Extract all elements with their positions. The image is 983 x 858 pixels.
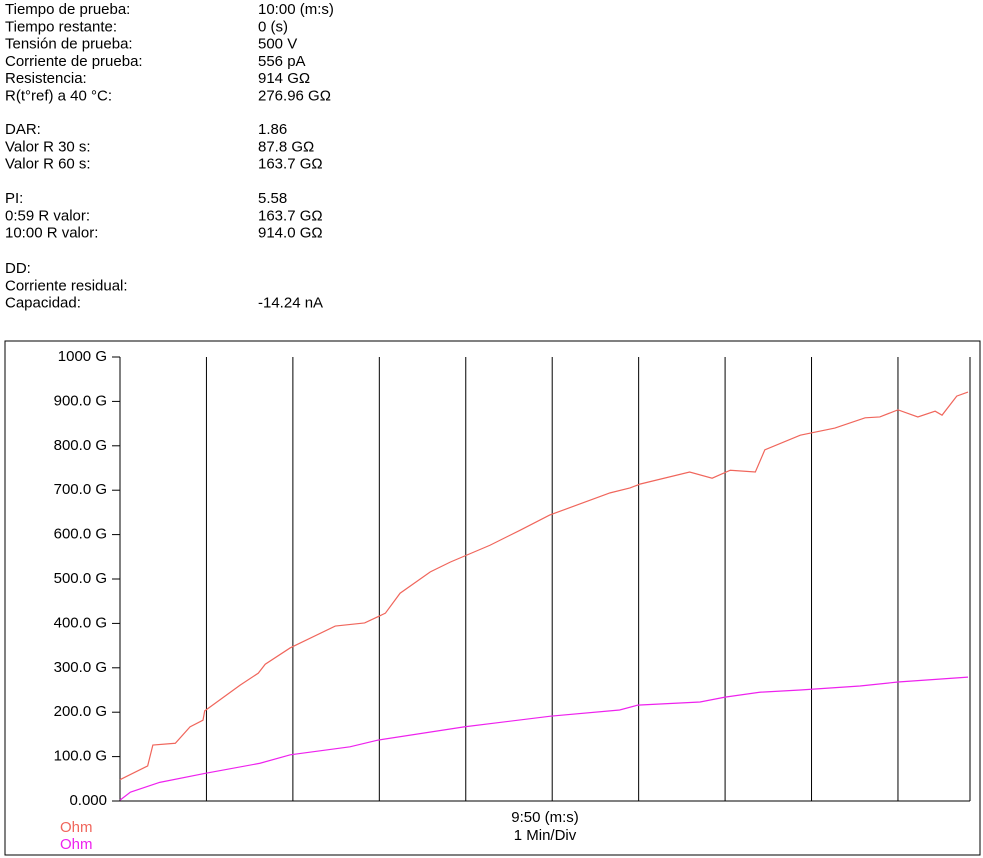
info-value: 163.7 GΩ [258, 156, 323, 173]
series-line [119, 391, 969, 781]
info-label: 10:00 R valor: [5, 225, 98, 242]
info-label: Capacidad: [5, 295, 81, 312]
info-value: 556 pA [258, 53, 306, 70]
chart-frame [4, 340, 981, 856]
info-value: 163.7 GΩ [258, 207, 323, 224]
x-axis-label: 9:50 (m:s) [511, 809, 579, 826]
info-value: 1.86 [258, 121, 287, 138]
info-label: 0:59 R valor: [5, 207, 90, 224]
info-label: Resistencia: [5, 70, 87, 87]
legend-entry: Ohm [60, 836, 93, 853]
info-label: Tiempo de prueba: [5, 1, 130, 18]
info-label: DD: [5, 260, 31, 277]
y-tick-label: 100.0 G [54, 748, 107, 765]
y-tick-label: 900.0 G [54, 392, 107, 409]
info-value: 914 GΩ [258, 70, 310, 87]
y-tick-label: 500.0 G [54, 570, 107, 587]
info-value: 10:00 (m:s) [258, 1, 334, 18]
info-label: R(t°ref) a 40 °C: [5, 87, 112, 104]
info-value: 500 V [258, 36, 297, 53]
info-label: Valor R 30 s: [5, 138, 91, 155]
legend-entry: Ohm [60, 819, 93, 836]
y-tick-label: 400.0 G [54, 614, 107, 631]
info-value: 276.96 GΩ [258, 87, 331, 104]
y-tick-label: 800.0 G [54, 437, 107, 454]
y-tick-label: 200.0 G [54, 703, 107, 720]
series-line [119, 676, 969, 801]
info-label: Tiempo restante: [5, 18, 117, 35]
info-value: 914.0 GΩ [258, 225, 323, 242]
info-label: Corriente residual: [5, 277, 128, 294]
y-tick-label: 600.0 G [54, 526, 107, 543]
info-label: Corriente de prueba: [5, 53, 143, 70]
x-axis-sublabel: 1 Min/Div [514, 827, 577, 844]
info-value: 5.58 [258, 190, 287, 207]
info-value: 87.8 GΩ [258, 138, 314, 155]
info-label: Tensión de prueba: [5, 36, 133, 53]
info-value: -14.24 nA [258, 295, 323, 312]
info-value: 0 (s) [258, 18, 288, 35]
y-tick-label: 700.0 G [54, 481, 107, 498]
y-tick-label: 300.0 G [54, 659, 107, 676]
y-tick-label: 0.000 [69, 792, 107, 809]
y-tick-label: 1000 G [58, 348, 107, 365]
info-label: Valor R 60 s: [5, 156, 91, 173]
info-label: PI: [5, 190, 23, 207]
info-label: DAR: [5, 121, 41, 138]
